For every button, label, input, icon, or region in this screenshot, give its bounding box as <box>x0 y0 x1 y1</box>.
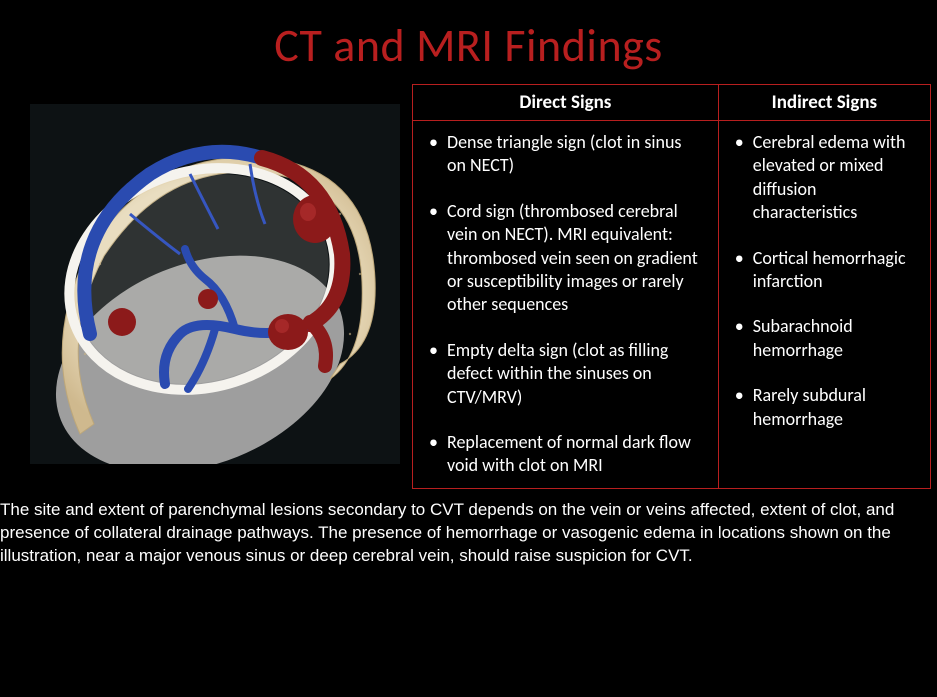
direct-sign-item: Replacement of normal dark flow void wit… <box>427 431 704 478</box>
page-title: CT and MRI Findings <box>0 0 937 84</box>
indirect-sign-item: Cortical hemorrhagic infarction <box>733 247 916 294</box>
indirect-sign-item: Cerebral edema with elevated or mixed di… <box>733 131 916 225</box>
caption-text: The site and extent of parenchymal lesio… <box>0 489 937 568</box>
main-content-row: Direct Signs Indirect Signs Dense triang… <box>0 84 937 489</box>
column-header-indirect: Indirect Signs <box>718 85 930 121</box>
direct-sign-item: Empty delta sign (clot as filling defect… <box>427 339 704 409</box>
direct-signs-cell: Dense triangle sign (clot in sinus on NE… <box>413 121 719 489</box>
direct-sign-item: Cord sign (thrombosed cerebral vein on N… <box>427 200 704 317</box>
direct-sign-item: Dense triangle sign (clot in sinus on NE… <box>427 131 704 178</box>
column-header-direct: Direct Signs <box>413 85 719 121</box>
indirect-sign-item: Rarely subdural hemorrhage <box>733 384 916 431</box>
findings-table: Direct Signs Indirect Signs Dense triang… <box>412 84 931 489</box>
brain-venous-illustration <box>30 104 400 464</box>
indirect-sign-item: Subarachnoid hemorrhage <box>733 315 916 362</box>
indirect-signs-cell: Cerebral edema with elevated or mixed di… <box>718 121 930 489</box>
